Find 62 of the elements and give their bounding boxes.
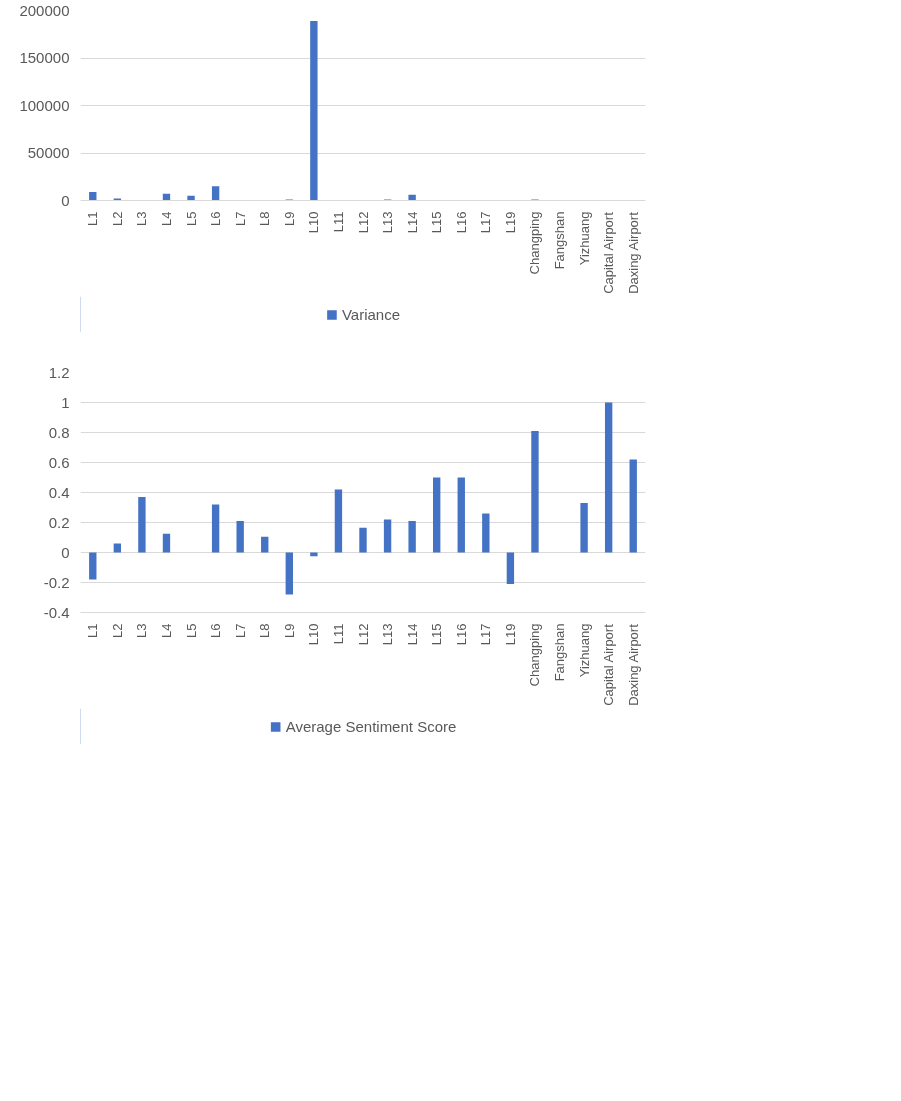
x-tick-label: Fangshan — [552, 211, 568, 270]
y-tick-label: 1.2 — [48, 363, 70, 381]
y-tick-label: 200000 — [19, 1, 70, 19]
x-tick-label: L15 — [429, 623, 445, 646]
x-tick-label: L1 — [85, 623, 101, 638]
x-tick-label: L13 — [380, 623, 396, 646]
x-tick-label: L10 — [306, 211, 322, 234]
y-tick-label: 0.8 — [48, 423, 70, 441]
x-tick-label: L13 — [380, 211, 396, 234]
x-tick-label: L14 — [404, 211, 420, 234]
y-tick-label: 0 — [61, 191, 70, 209]
x-tick-label: L19 — [502, 623, 518, 646]
x-tick-label: L8 — [257, 623, 273, 638]
y-tick-label: 100000 — [19, 96, 70, 114]
x-tick-label: L4 — [158, 623, 174, 638]
x-tick-label: Fangshan — [552, 623, 568, 682]
y-tick-label: -0.2 — [43, 573, 70, 591]
x-tick-label: Yizhuang — [576, 623, 592, 678]
x-tick-label: L3 — [134, 623, 150, 638]
x-tick-label: L16 — [453, 211, 469, 234]
x-tick-label: L5 — [183, 211, 199, 226]
x-tick-label: L11 — [330, 211, 346, 233]
x-tick-label: L9 — [281, 623, 297, 638]
y-tick-label: 0.6 — [48, 453, 70, 471]
legend-label: Variance — [341, 305, 401, 323]
x-tick-label: L7 — [232, 211, 248, 226]
x-tick-label: L6 — [208, 211, 224, 226]
x-tick-label: L17 — [478, 623, 494, 646]
x-tick-label: Changping — [527, 623, 543, 687]
y-tick-label: 1 — [61, 393, 70, 411]
x-tick-label: L1 — [85, 211, 101, 226]
x-tick-label: L16 — [453, 623, 469, 646]
x-tick-label: L17 — [478, 211, 494, 234]
y-tick-label: 50000 — [27, 144, 70, 161]
x-tick-label: L9 — [281, 211, 297, 226]
x-tick-label: L12 — [355, 623, 371, 646]
x-tick-label: L8 — [257, 211, 273, 226]
y-tick-label: 0.4 — [48, 483, 70, 501]
x-tick-label: L2 — [109, 211, 125, 226]
x-tick-label: L11 — [330, 623, 346, 645]
x-tick-label: L3 — [134, 211, 150, 226]
x-tick-label: L2 — [109, 623, 125, 638]
x-tick-label: Yizhuang — [576, 211, 592, 266]
y-tick-label: 0 — [61, 543, 70, 561]
x-tick-label: Capital Airport — [601, 623, 617, 706]
x-tick-label: Changping — [527, 211, 543, 275]
x-tick-label: L12 — [355, 211, 371, 234]
x-tick-label: L15 — [429, 211, 445, 234]
x-tick-label: L4 — [158, 211, 174, 226]
y-tick-label: -0.4 — [43, 603, 70, 621]
x-tick-label: L14 — [404, 623, 420, 646]
x-tick-label: Capital Airport — [601, 211, 617, 294]
y-tick-label: 150000 — [19, 49, 70, 66]
y-tick-label: 0.2 — [48, 513, 70, 531]
x-tick-label: L7 — [232, 623, 248, 638]
legend-label: Average Sentiment Score — [285, 717, 457, 735]
x-tick-label: L6 — [208, 623, 224, 638]
x-tick-label: Daxing Airport — [625, 211, 641, 294]
x-tick-label: L5 — [183, 623, 199, 638]
x-tick-label: L19 — [502, 211, 518, 234]
x-tick-label: L10 — [306, 623, 322, 646]
x-tick-label: Daxing Airport — [625, 623, 641, 706]
